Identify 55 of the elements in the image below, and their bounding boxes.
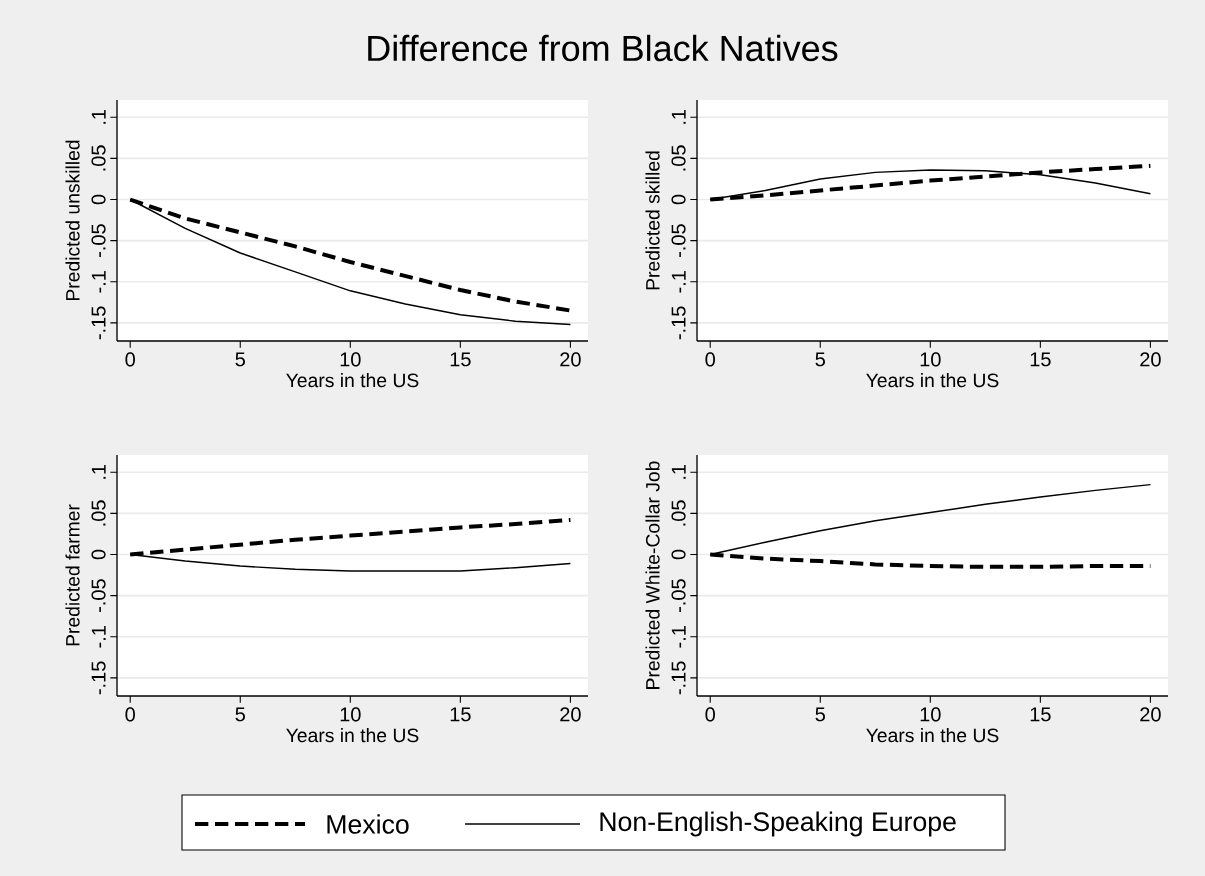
x-axis-title: Years in the US bbox=[286, 728, 419, 743]
y-tick-label: -.05 bbox=[671, 579, 686, 613]
x-axis-title: Years in the US bbox=[286, 373, 419, 388]
x-tick-label: 10 bbox=[920, 352, 941, 367]
x-axis-title: Years in the US bbox=[866, 728, 999, 743]
x-tick-label: 10 bbox=[340, 707, 361, 722]
y-tick-label: .1 bbox=[91, 109, 106, 124]
x-tick-label: 5 bbox=[235, 352, 245, 367]
x-tick-label: 20 bbox=[1140, 352, 1161, 367]
y-tick-label: -.15 bbox=[671, 306, 686, 340]
legend-label: Mexico bbox=[327, 814, 409, 834]
x-tick-label: 10 bbox=[340, 352, 361, 367]
legend-label: Non-English-Speaking Europe bbox=[600, 811, 956, 837]
x-tick-label: 20 bbox=[1140, 707, 1161, 722]
y-tick-label: 0 bbox=[91, 549, 106, 560]
x-tick-label: 5 bbox=[235, 707, 245, 722]
y-axis-title: Predicted farmer bbox=[65, 504, 80, 646]
y-tick-label: -.05 bbox=[91, 579, 106, 613]
y-tick-label: .1 bbox=[671, 464, 686, 479]
x-tick-label: 10 bbox=[920, 707, 941, 722]
y-axis-title: Predicted unskilled bbox=[65, 140, 80, 301]
y-tick-label: .05 bbox=[91, 145, 106, 171]
y-tick-label: .1 bbox=[91, 464, 106, 479]
y-tick-label: 0 bbox=[671, 549, 686, 560]
x-tick-label: 5 bbox=[815, 352, 825, 367]
x-tick-label: 0 bbox=[705, 707, 715, 722]
x-tick-label: 15 bbox=[1030, 707, 1051, 722]
x-tick-label: 15 bbox=[1030, 352, 1051, 367]
y-tick-label: -.15 bbox=[91, 306, 106, 340]
y-tick-label: .1 bbox=[671, 109, 686, 124]
x-tick-label: 15 bbox=[450, 352, 471, 367]
y-axis-title: Predicted skilled bbox=[645, 151, 660, 290]
x-tick-label: 0 bbox=[125, 352, 135, 367]
y-tick-label: .05 bbox=[671, 500, 686, 526]
x-tick-label: 0 bbox=[125, 707, 135, 722]
y-axis-title: Predicted White-Collar Job bbox=[645, 461, 660, 689]
x-tick-label: 20 bbox=[560, 707, 581, 722]
y-tick-label: -.1 bbox=[91, 271, 106, 293]
y-tick-label: 0 bbox=[671, 194, 686, 205]
y-tick-label: -.1 bbox=[671, 626, 686, 648]
x-axis-title: Years in the US bbox=[866, 373, 999, 388]
y-tick-label: .05 bbox=[671, 145, 686, 171]
x-tick-label: 0 bbox=[705, 352, 715, 367]
y-tick-label: 0 bbox=[91, 194, 106, 205]
x-tick-label: 15 bbox=[450, 707, 471, 722]
y-tick-label: -.15 bbox=[91, 661, 106, 695]
y-tick-label: -.05 bbox=[91, 224, 106, 257]
y-tick-label: -.05 bbox=[671, 224, 686, 257]
x-tick-label: 5 bbox=[815, 707, 825, 722]
x-tick-label: 20 bbox=[560, 352, 581, 367]
y-tick-label: -.1 bbox=[91, 626, 106, 648]
chart-title: Difference from Black Natives bbox=[368, 34, 838, 62]
y-tick-label: -.1 bbox=[671, 271, 686, 293]
y-tick-label: -.15 bbox=[671, 661, 686, 695]
y-tick-label: .05 bbox=[91, 500, 106, 526]
